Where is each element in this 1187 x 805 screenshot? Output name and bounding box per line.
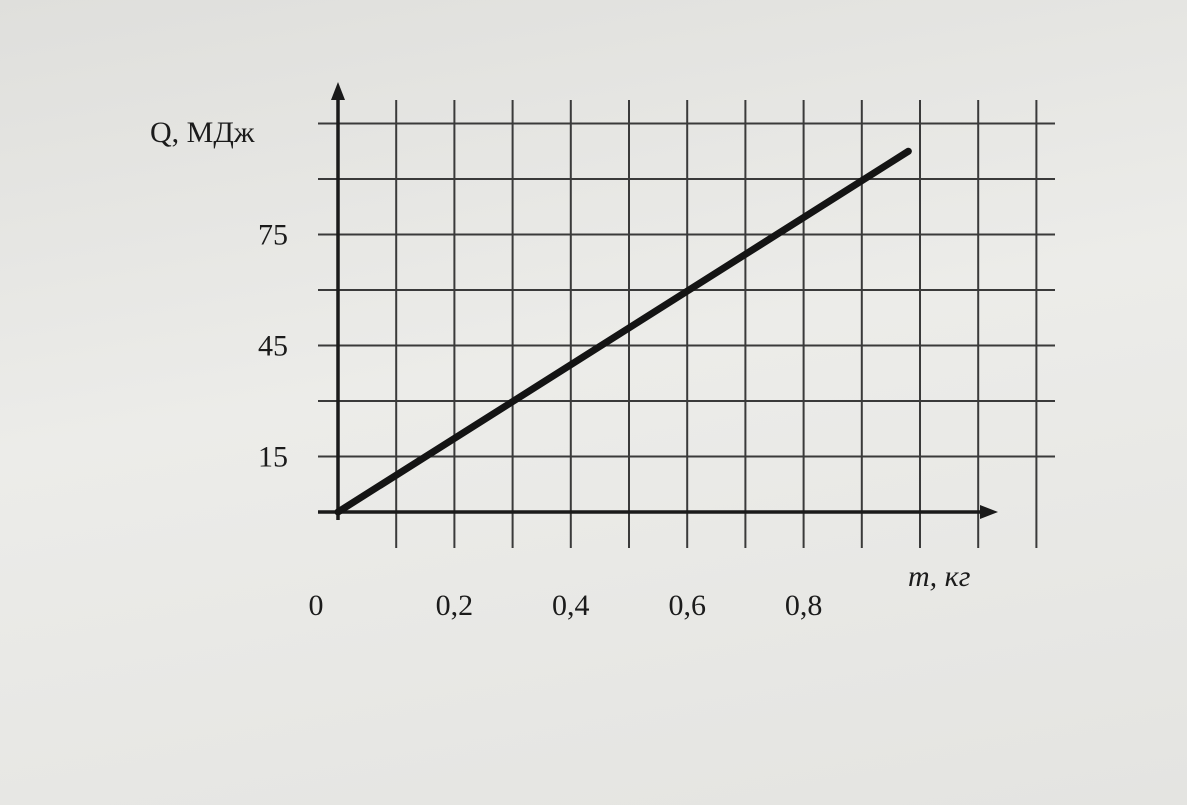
y-tick-label: 15 (258, 441, 288, 474)
labels: Q, МДж m, кг (150, 116, 971, 593)
x-tick-label: 0,2 (436, 589, 474, 622)
grid (318, 100, 1055, 548)
y-tick-label: 75 (258, 219, 288, 252)
x-tick-label: 0 (309, 589, 324, 622)
x-axis-arrow (980, 505, 998, 519)
series-line (334, 147, 912, 516)
axes (318, 82, 998, 520)
x-tick-label: 0,4 (552, 589, 590, 622)
x-tick-labels: 0 0,2 0,4 0,6 0,8 (309, 589, 823, 622)
x-tick-label: 0,6 (668, 589, 706, 622)
x-tick-label: 0,8 (785, 589, 823, 622)
x-axis-label: m, кг (908, 560, 971, 593)
y-axis-label: Q, МДж (150, 116, 255, 149)
y-axis-arrow (331, 82, 345, 100)
series (334, 147, 912, 516)
y-tick-label: 45 (258, 330, 288, 363)
y-tick-labels: 15 45 75 (258, 219, 288, 474)
